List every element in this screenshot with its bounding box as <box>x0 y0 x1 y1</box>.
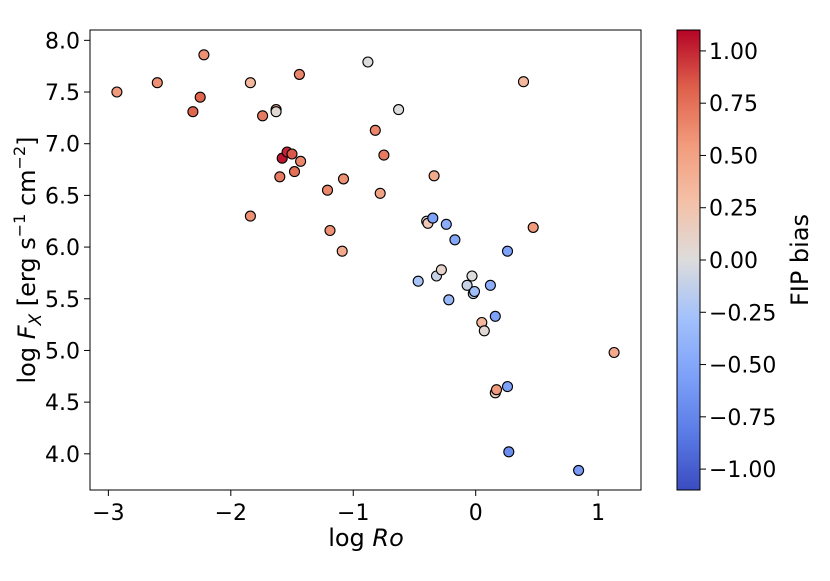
colorbar-tick-label: −0.25 <box>709 301 776 326</box>
y-tick-label: 8.0 <box>45 29 80 54</box>
data-point <box>501 381 514 393</box>
data-point <box>194 91 206 103</box>
data-point <box>198 49 210 61</box>
data-point <box>440 218 452 230</box>
y-tick-label: 7.5 <box>45 81 80 106</box>
y-tick-label: 6.0 <box>45 236 80 261</box>
data-point <box>274 171 286 183</box>
y-tick-label: 7.0 <box>45 133 80 158</box>
data-point <box>435 264 447 276</box>
data-point <box>293 68 305 80</box>
data-point <box>362 56 374 68</box>
colorbar-tick-label: −0.75 <box>709 406 776 431</box>
data-point <box>378 149 390 161</box>
data-point <box>288 166 301 178</box>
data-point <box>517 76 530 88</box>
colorbar-tick-label: 0.50 <box>709 144 758 169</box>
x-tick-label: 1 <box>591 501 605 526</box>
data-point <box>489 310 501 322</box>
x-tick-label: −3 <box>92 501 124 526</box>
data-point <box>286 148 298 160</box>
data-point <box>468 285 481 298</box>
data-point <box>244 77 256 89</box>
data-point <box>443 294 455 306</box>
data-point <box>337 173 350 185</box>
data-point <box>257 110 269 122</box>
data-point <box>466 270 478 282</box>
y-tick-label: 5.0 <box>45 339 80 364</box>
colorbar-tick-label: 0.75 <box>709 92 758 117</box>
x-axis: −3 −2 −1 0 1 <box>92 490 605 526</box>
data-point <box>461 279 473 291</box>
data-point <box>428 170 440 182</box>
data-point <box>336 245 348 257</box>
data-point <box>484 279 496 291</box>
y-tick-label: 5.5 <box>45 288 80 313</box>
data-point <box>244 210 256 222</box>
y-axis: 4.0 4.5 5.0 5.5 6.0 6.5 7.0 7.5 8.0 <box>45 29 90 468</box>
data-point <box>151 77 163 89</box>
colorbar-ticks: 1.00 0.75 0.50 0.25 0.00 −0.25 −0.50 −0.75 −1.00 <box>700 40 776 483</box>
colorbar-tick-label: −0.50 <box>709 354 776 379</box>
colorbar-tick-label: 0.25 <box>709 197 758 222</box>
data-point <box>111 86 123 98</box>
data-point <box>490 384 503 396</box>
colorbar-title: FIP bias <box>786 214 814 306</box>
data-point <box>369 124 381 136</box>
data-point <box>374 187 386 199</box>
data-point <box>321 184 334 196</box>
colorbar-tick-label: 0.00 <box>709 249 758 274</box>
x-tick-label: −2 <box>215 501 247 526</box>
x-axis-title: log Ro <box>328 524 404 552</box>
x-tick-label: 0 <box>469 501 483 526</box>
y-axis-title: log FX [erg s−1 cm−2] <box>10 136 46 383</box>
colorbar <box>676 29 701 491</box>
y-tick-label: 4.0 <box>45 443 80 468</box>
data-point <box>478 325 490 337</box>
data-point <box>503 446 515 458</box>
scatter-points <box>111 49 620 476</box>
y-tick-label: 4.5 <box>45 391 80 416</box>
colorbar-tick-label: −1.00 <box>709 458 776 483</box>
data-point <box>501 245 514 257</box>
data-point <box>608 346 620 359</box>
data-point <box>187 106 199 118</box>
data-point <box>270 106 282 118</box>
data-point <box>324 224 336 237</box>
plot-frame <box>89 29 642 491</box>
data-point <box>527 221 539 233</box>
data-point <box>427 212 439 224</box>
data-point <box>393 104 405 116</box>
data-point <box>412 275 424 287</box>
y-tick-label: 6.5 <box>45 184 80 209</box>
data-point <box>295 155 307 167</box>
colorbar-tick-label: 1.00 <box>709 40 758 65</box>
x-tick-label: −1 <box>337 501 369 526</box>
data-point <box>573 464 585 476</box>
data-point <box>449 234 461 246</box>
